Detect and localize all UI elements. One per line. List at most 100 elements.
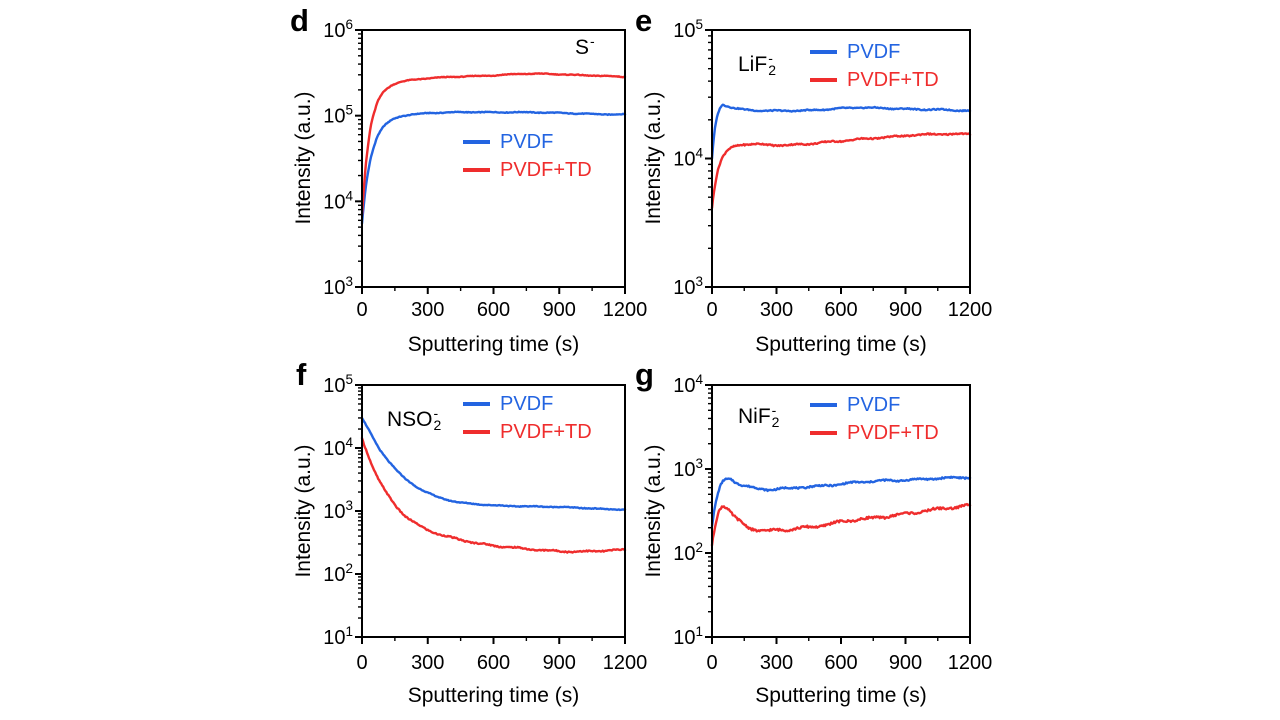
y-axis-tick-label: 101 xyxy=(323,624,353,649)
annotation-main: S xyxy=(575,36,590,59)
plot-area-d: 0 300 600 900 1200 103 104 105 106 xyxy=(323,17,647,321)
legend-entry-pvdf-td: PVDF+TD xyxy=(810,69,939,91)
legend-label: PVDF+TD xyxy=(500,158,592,181)
legend-label: PVDF xyxy=(500,392,554,415)
legend-label: PVDF xyxy=(847,40,901,63)
legend-entry-pvdf: PVDF xyxy=(810,394,939,416)
annotation-superscript: - xyxy=(590,33,595,49)
pvdf-curve xyxy=(360,416,627,512)
legend-line-swatch xyxy=(463,430,490,434)
y-axis-tick-label: 104 xyxy=(673,146,703,171)
x-axis-tick-label: 900 xyxy=(889,652,922,674)
panel-letter-f: f xyxy=(296,357,307,392)
legend-line-swatch xyxy=(810,78,837,82)
legend-line-swatch xyxy=(463,168,490,172)
x-axis-tick-label: 300 xyxy=(760,299,793,321)
legend-label: PVDF xyxy=(500,130,554,153)
legend-label: PVDF+TD xyxy=(847,68,939,91)
pvdf-td-curve xyxy=(360,436,627,554)
y-axis-tick-label: 104 xyxy=(323,435,353,460)
annotation-main: NSO xyxy=(387,408,433,431)
legend: PVDF PVDF+TD xyxy=(810,41,939,91)
annotation-main: NiF xyxy=(738,405,771,428)
annotation-scripts: - 2 xyxy=(433,405,442,433)
x-axis-tick-label: 300 xyxy=(411,652,444,674)
panel-letter-g: g xyxy=(635,357,654,392)
y-axis-tick-label: 105 xyxy=(323,103,353,128)
plot-area-g: 0 300 600 900 1200 101 102 103 104 xyxy=(673,372,993,674)
pvdf-curve xyxy=(360,110,627,225)
x-axis-tick-label: 0 xyxy=(356,299,367,321)
x-axis-tick-label: 1200 xyxy=(948,299,993,321)
x-axis-tick-label: 600 xyxy=(477,299,510,321)
x-axis-tick-label: 1200 xyxy=(948,652,993,674)
legend-entry-pvdf-td: PVDF+TD xyxy=(463,159,592,181)
annotation-subscript: 2 xyxy=(771,414,780,430)
x-axis-tick-label: 1200 xyxy=(603,299,648,321)
annotation-subscript: 2 xyxy=(433,417,442,433)
annotation-scripts: - 2 xyxy=(771,402,780,430)
panel-letter-e: e xyxy=(635,3,653,38)
x-axis-tick-label: 600 xyxy=(477,652,510,674)
y-axis-tick-label: 102 xyxy=(673,540,703,565)
x-axis-title: Sputtering time (s) xyxy=(407,684,580,707)
x-axis-tick-label: 0 xyxy=(356,652,367,674)
legend-entry-pvdf: PVDF xyxy=(463,393,592,415)
legend-label: PVDF xyxy=(847,393,901,416)
pvdf-curve xyxy=(710,475,972,528)
species-annotation: S - xyxy=(575,33,595,60)
plot-area-e: 0 300 600 900 1200 103 104 105 xyxy=(673,17,993,321)
legend-line-swatch xyxy=(463,140,490,144)
panel-f: f Intensity (a.u.) 0 300 600 900 1200 101 102 1… xyxy=(280,357,647,720)
y-axis-tick-label: 104 xyxy=(323,188,353,213)
pvdf-curve xyxy=(710,103,972,160)
legend-line-swatch xyxy=(463,402,490,406)
legend: PVDF PVDF+TD xyxy=(463,131,592,181)
legend: PVDF PVDF+TD xyxy=(810,394,939,444)
legend-entry-pvdf-td: PVDF+TD xyxy=(463,421,592,443)
panel-d: d Intensity (a.u.) 0 300 600 900 1200 103 104 1… xyxy=(280,0,647,358)
annotation-superscript: - xyxy=(433,405,439,421)
y-axis-tick-label: 105 xyxy=(673,17,703,42)
legend-entry-pvdf: PVDF xyxy=(810,41,939,63)
legend-line-swatch xyxy=(810,403,837,407)
y-axis-tick-label: 101 xyxy=(673,624,703,649)
species-annotation: NiF - 2 xyxy=(738,402,780,430)
y-axis-tick-label: 103 xyxy=(673,456,703,481)
x-axis-tick-label: 600 xyxy=(824,652,857,674)
x-axis-tick-label: 900 xyxy=(543,299,576,321)
x-axis-tick-label: 300 xyxy=(760,652,793,674)
x-axis-title: Sputtering time (s) xyxy=(755,684,927,707)
legend-label: PVDF+TD xyxy=(500,420,592,443)
panel-letter-d: d xyxy=(290,3,309,38)
x-axis-title: Sputtering time (s) xyxy=(407,333,580,356)
plot-area-f: 0 300 600 900 1200 101 102 103 104 105 xyxy=(323,372,647,674)
x-axis-tick-label: 900 xyxy=(543,652,576,674)
annotation-main: LiF xyxy=(738,53,768,76)
y-axis-tick-label: 103 xyxy=(673,274,703,299)
legend: PVDF PVDF+TD xyxy=(463,393,592,443)
annotation-scripts: - 2 xyxy=(768,50,776,77)
annotation-superscript: - xyxy=(768,50,773,66)
annotation-superscript: - xyxy=(771,402,777,418)
x-axis-tick-label: 0 xyxy=(706,299,717,321)
pvdf-td-curve xyxy=(710,132,972,210)
y-axis-tick-label: 106 xyxy=(323,17,353,42)
y-axis-tick-label: 102 xyxy=(323,561,353,586)
panel-g: g Intensity (a.u.) 0 300 600 900 1200 101 102 1… xyxy=(630,358,1000,720)
y-axis-tick-label: 103 xyxy=(323,274,353,299)
legend-line-swatch xyxy=(810,50,837,54)
pvdf-td-curve xyxy=(360,72,627,217)
y-axis-tick-label: 105 xyxy=(323,372,353,397)
legend-entry-pvdf-td: PVDF+TD xyxy=(810,422,939,444)
legend-label: PVDF+TD xyxy=(847,421,939,444)
y-axis-tick-label: 104 xyxy=(673,372,703,397)
x-axis-tick-label: 1200 xyxy=(603,652,648,674)
x-axis-tick-label: 900 xyxy=(889,299,922,321)
species-annotation: LiF - 2 xyxy=(738,50,776,77)
panel-e: e Intensity (a.u.) 0 300 600 900 1200 103 104 1… xyxy=(630,0,1000,358)
x-axis-tick-label: 600 xyxy=(824,299,857,321)
annotation-scripts: - xyxy=(590,33,595,49)
x-axis-tick-label: 300 xyxy=(411,299,444,321)
